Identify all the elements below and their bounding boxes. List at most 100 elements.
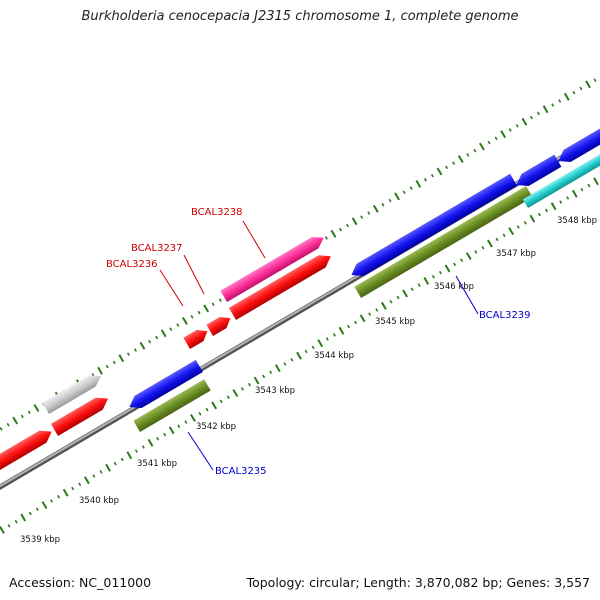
ruler-tick (317, 339, 324, 348)
ruler-tick (311, 345, 315, 350)
gene-label-bcal3237[interactable]: BCAL3237 (131, 243, 183, 254)
length-value: 3,870,082 bp (414, 575, 499, 590)
label-leaders (159, 220, 479, 471)
ruler-tick (545, 208, 548, 213)
feature-bcal3236[interactable] (183, 326, 210, 349)
ruler-tick (203, 304, 210, 313)
gene-label-bcal3239[interactable]: BCAL3239 (479, 310, 531, 321)
ruler-tick (593, 78, 597, 82)
ruler-tick (572, 90, 576, 95)
ruler-tick (436, 167, 443, 176)
gene-label-bcal3235[interactable]: BCAL3235 (215, 466, 267, 477)
ruler-tick (50, 499, 53, 503)
ruler-tick (354, 320, 358, 325)
ruler-tick (444, 264, 451, 273)
ruler-tick (226, 395, 230, 399)
ruler-tick (262, 374, 266, 379)
ruler-tick (494, 136, 498, 141)
ruler-tick (452, 161, 456, 166)
feature-reverse-blue[interactable] (513, 154, 562, 191)
ruler-tick (211, 302, 215, 307)
feature-forward-red[interactable] (228, 250, 334, 320)
ruler-tick (283, 362, 287, 366)
ruler-tick (479, 142, 485, 151)
ruler-tick (325, 337, 329, 341)
ruler-tick (190, 315, 194, 319)
ruler-tick (445, 165, 449, 170)
ruler-tick (375, 308, 379, 312)
ruler-tick (148, 339, 152, 344)
ruler-tick (99, 470, 103, 474)
accession-info: Accession: NC_011000 (9, 575, 151, 590)
gene-label-bcal3238[interactable]: BCAL3238 (191, 207, 243, 218)
ruler-tick (559, 200, 563, 204)
ruler-tick (141, 445, 145, 449)
feature-reverse-olive[interactable] (354, 186, 533, 298)
ruler-tick (381, 202, 385, 207)
ruler-tick (551, 103, 555, 107)
feature-bcal3238[interactable] (220, 232, 327, 302)
ruler-tick (62, 488, 69, 497)
ruler-tick (508, 227, 515, 236)
ruler-tick (113, 461, 117, 466)
ruler-tick (168, 426, 175, 435)
ruler-tick (218, 298, 222, 302)
feature-reverse-olive[interactable] (133, 379, 211, 432)
ruler-tick (332, 333, 336, 337)
ruler-tick (118, 354, 125, 363)
ruler-label: 3546 kbp (434, 282, 474, 292)
ruler-tick (579, 86, 583, 91)
feature-reverse-cyan[interactable] (522, 152, 600, 208)
ruler-tick (368, 312, 372, 316)
ruler-tick (359, 314, 366, 323)
ruler-tick (481, 245, 485, 250)
feature-bcal3237[interactable] (206, 313, 233, 336)
ruler-tick (20, 414, 24, 419)
ruler-tick (290, 358, 294, 362)
ruler-tick (182, 316, 188, 325)
feature-bcal3239[interactable] (348, 173, 518, 281)
ruler-tick (521, 117, 528, 126)
ruler-tick (190, 413, 196, 422)
ruler-tick (240, 387, 244, 391)
ruler-tick (78, 482, 82, 487)
ruler-label: 3539 kbp (20, 535, 60, 545)
ruler-tick (253, 376, 260, 385)
ruler-tick (438, 270, 442, 275)
ruler-ticks (0, 78, 599, 534)
ruler-tick (156, 436, 160, 441)
ruler-tick (529, 214, 536, 223)
genes-value: 3,557 (554, 575, 590, 590)
feature-forward-red[interactable] (50, 393, 112, 436)
ruler-tick (457, 155, 464, 164)
ruler-tick (402, 289, 408, 298)
feature-forward-grey[interactable] (42, 370, 104, 414)
ruler-tick (324, 236, 328, 240)
ruler-tick (516, 225, 520, 229)
feature-forward-red[interactable] (0, 426, 55, 470)
ruler-tick (41, 501, 48, 510)
ruler-tick (134, 449, 138, 453)
ruler-tick (20, 513, 27, 522)
ruler-tick (558, 99, 562, 103)
ruler-tick (529, 115, 533, 120)
feature-bcal3235[interactable] (126, 359, 203, 413)
ruler-tick (126, 451, 133, 460)
ruler-tick (402, 190, 406, 195)
ruler-label: 3545 kbp (375, 317, 415, 327)
ruler-tick (296, 351, 302, 360)
ruler-tick (347, 324, 350, 329)
accession-label: Accession: (9, 575, 76, 590)
ruler-tick (12, 416, 19, 425)
ruler-tick (147, 438, 154, 447)
ruler-tick (304, 349, 308, 354)
ruler-tick (495, 237, 499, 242)
ruler-tick (339, 227, 342, 232)
ruler-tick (423, 276, 430, 285)
ruler-tick (330, 229, 337, 238)
ruler-tick (197, 310, 201, 315)
ruler-tick (155, 335, 159, 340)
ruler-tick (338, 326, 345, 335)
gene-label-bcal3236[interactable]: BCAL3236 (106, 259, 158, 270)
ruler-tick (105, 364, 109, 369)
